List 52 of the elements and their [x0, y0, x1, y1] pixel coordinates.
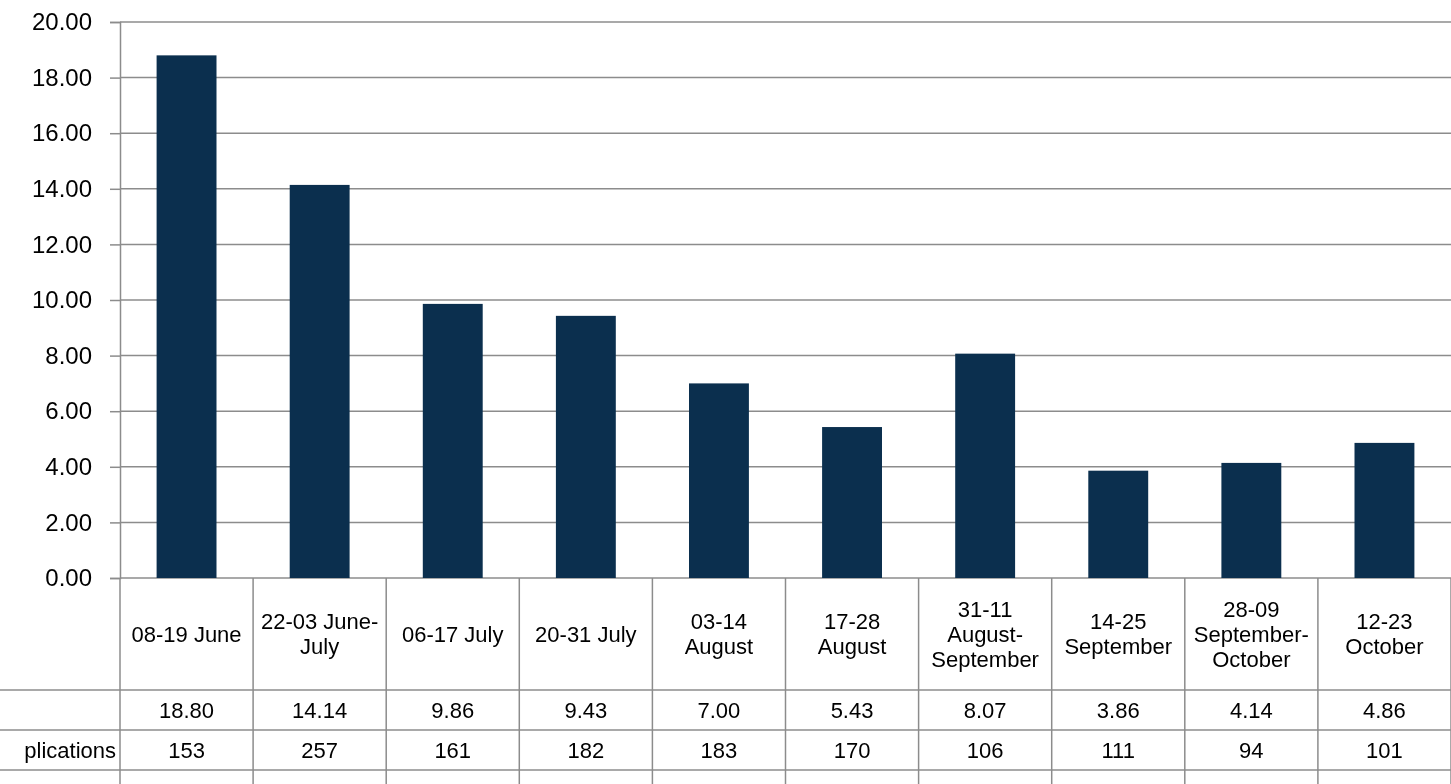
x-tick-label: 28-09 September-October: [1192, 595, 1310, 674]
y-tick-label: 16.00: [31, 119, 92, 147]
text: 182: [566, 736, 606, 765]
y-tick-label: 14.00: [31, 174, 92, 202]
x-tick-label: 06-17 July: [400, 620, 505, 649]
text: 18.80: [158, 696, 216, 725]
bar: [822, 427, 882, 578]
x-tick-label: 20-31 July: [534, 620, 638, 649]
bar: [1088, 470, 1149, 578]
bar: [289, 184, 350, 578]
bar: [555, 315, 616, 578]
x-tick-label: 14-25 September: [1063, 608, 1174, 661]
bar: [689, 383, 749, 578]
text: 257: [300, 736, 339, 765]
text: plications: [23, 736, 116, 765]
x-tick-label: 08-19 June: [130, 620, 243, 649]
y-tick-label: 12.00: [31, 230, 92, 258]
bar: [422, 303, 483, 578]
text: 183: [699, 736, 739, 765]
text: 9.43: [563, 696, 609, 725]
text: 106: [965, 736, 1005, 765]
text: 3.86: [1095, 696, 1141, 725]
y-tick-label: 0.00: [45, 564, 92, 592]
text: 4.14: [1228, 696, 1274, 725]
y-tick-label: 10.00: [31, 286, 92, 314]
x-tick-label: 22-03 June-July: [259, 608, 380, 661]
text: 153: [167, 736, 206, 765]
text: 4.86: [1362, 696, 1407, 725]
text: 101: [1365, 736, 1404, 765]
bar: [1221, 462, 1282, 578]
bar: [955, 353, 1016, 578]
text: 9.86: [430, 696, 476, 725]
text: 170: [832, 736, 872, 765]
text: 8.07: [962, 696, 1008, 725]
y-tick-label: 20.00: [31, 8, 92, 36]
text: 14.14: [291, 696, 349, 725]
text: 111: [1100, 736, 1136, 765]
x-tick-label: 17-28 August: [816, 608, 888, 661]
x-tick-label: 12-23 October: [1344, 608, 1425, 661]
text: 94: [1238, 736, 1265, 765]
y-tick-label: 18.00: [31, 63, 92, 91]
y-tick-label: 2.00: [45, 508, 92, 536]
text: 5.43: [829, 696, 875, 725]
bar: [1354, 442, 1415, 578]
y-tick-label: 6.00: [45, 397, 92, 425]
bar: [156, 55, 217, 578]
text: 161: [433, 736, 473, 765]
y-tick-label: 4.00: [45, 452, 92, 480]
text: 7.00: [696, 696, 742, 725]
x-tick-label: 31-11 August-September: [930, 595, 1040, 674]
x-tick-label: 03-14 August: [683, 608, 755, 661]
y-tick-label: 8.00: [45, 341, 92, 369]
